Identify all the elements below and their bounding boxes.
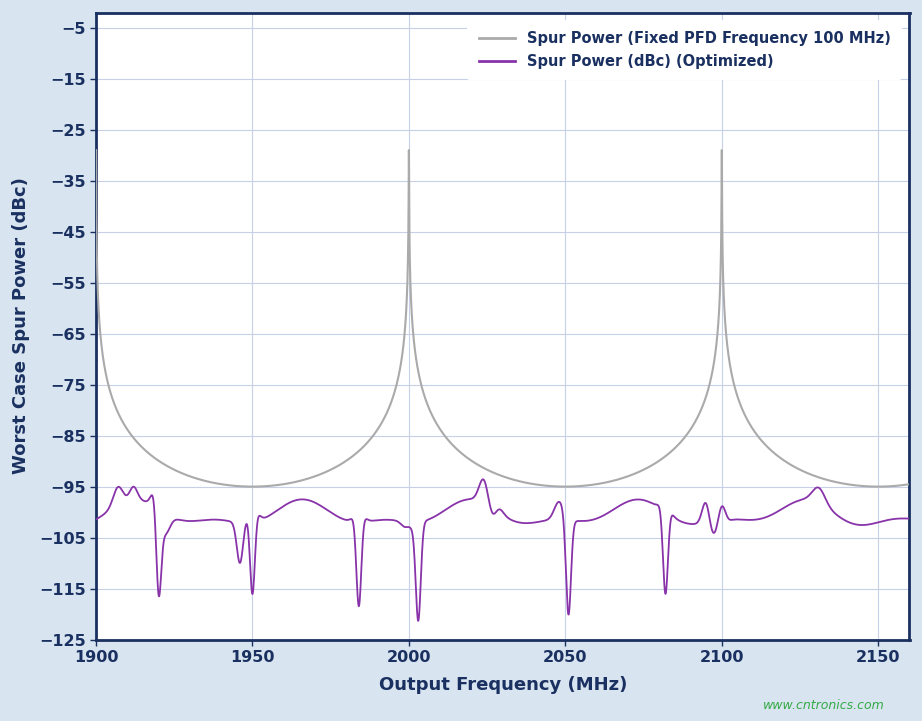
Y-axis label: Worst Case Spur Power (dBc): Worst Case Spur Power (dBc): [13, 177, 30, 474]
Legend: Spur Power (Fixed PFD Frequency 100 MHz), Spur Power (dBc) (Optimized): Spur Power (Fixed PFD Frequency 100 MHz)…: [467, 19, 903, 81]
Text: www.cntronics.com: www.cntronics.com: [763, 699, 885, 712]
X-axis label: Output Frequency (MHz): Output Frequency (MHz): [379, 676, 627, 694]
